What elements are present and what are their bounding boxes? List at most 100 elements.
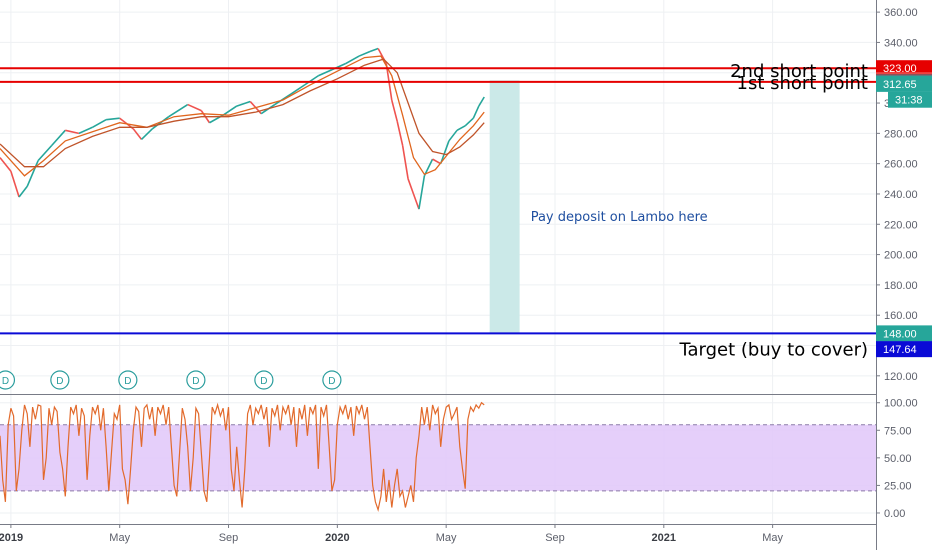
price-segment xyxy=(92,119,107,128)
oscillator-band xyxy=(0,424,876,492)
price-tick-label: 280.00 xyxy=(884,128,918,140)
price-segment xyxy=(418,175,426,210)
osc-tick-label: 75.00 xyxy=(884,425,912,437)
price-tag-label: 147.64 xyxy=(883,344,917,356)
price-segment xyxy=(222,105,238,116)
time-tick-label: May xyxy=(436,532,457,544)
price-tag-label: 31:38 xyxy=(895,95,923,107)
price-segment xyxy=(472,105,480,119)
label-2nd-short-point: 2nd short point xyxy=(730,61,868,82)
price-segment xyxy=(236,100,251,107)
time-tick-label: May xyxy=(762,532,783,544)
deposit-zone xyxy=(489,80,520,334)
time-axis[interactable]: 2019 May Sep 2020 May Sep 2021 May xyxy=(0,524,784,544)
price-segment xyxy=(439,140,450,164)
price-segment xyxy=(464,117,474,127)
price-segment xyxy=(168,103,189,118)
price-tick-label: 180.00 xyxy=(884,280,918,292)
price-segment xyxy=(412,193,420,210)
price-tick-label: 340.00 xyxy=(884,37,918,49)
price-tick-label: 260.00 xyxy=(884,159,918,171)
price-tag xyxy=(876,60,932,77)
dividend-marker-label: D xyxy=(2,376,9,387)
label-target: Target (buy to cover) xyxy=(679,339,869,360)
osc-tick-label: 100.00 xyxy=(884,398,918,410)
price-tick-label: 240.00 xyxy=(884,189,918,201)
price-segment xyxy=(132,128,143,140)
price-segment xyxy=(65,129,80,135)
price-segment xyxy=(151,116,170,130)
time-tick-label: Sep xyxy=(219,532,239,544)
price-segment xyxy=(37,144,53,162)
price-segment xyxy=(396,121,404,146)
time-tick-label: Sep xyxy=(545,532,565,544)
price-tick-label: 160.00 xyxy=(884,310,918,322)
price-tag xyxy=(876,75,932,92)
price-tag-label: 323.00 xyxy=(883,63,917,75)
price-segment xyxy=(456,125,466,132)
price-segment xyxy=(423,158,434,177)
price-tick-label: 360.00 xyxy=(884,7,918,19)
price-segment xyxy=(78,126,93,135)
price-segment xyxy=(0,157,12,172)
price-segment xyxy=(106,117,120,121)
price-tag-label: 312.65 xyxy=(883,79,917,91)
dividend-marker-label: D xyxy=(328,376,335,387)
dividend-marker-label: D xyxy=(56,376,63,387)
ma-slow-line xyxy=(0,58,485,168)
price-segment xyxy=(478,96,485,107)
time-tick-label: 2019 xyxy=(0,532,23,544)
time-tick-label: 2020 xyxy=(325,532,349,544)
label-1st-short-point: 1st short point xyxy=(737,73,869,94)
osc-tick-label: 0.00 xyxy=(884,508,905,520)
price-tick-label: 220.00 xyxy=(884,219,918,231)
price-segment xyxy=(51,129,66,147)
price-segment xyxy=(448,129,458,142)
horizontal-lines[interactable] xyxy=(0,67,932,335)
dividend-marker-label: D xyxy=(260,376,267,387)
dividend-marker[interactable] xyxy=(118,370,138,390)
price-tick-label: 200.00 xyxy=(884,250,918,262)
price-series-group xyxy=(0,47,485,210)
price-segment xyxy=(26,160,39,187)
price-segment xyxy=(304,75,319,86)
dividend-marker[interactable] xyxy=(254,370,274,390)
ma-fast-line xyxy=(0,55,485,177)
oscillator-line xyxy=(0,401,485,512)
price-tag xyxy=(876,325,932,342)
price-tag xyxy=(876,341,932,358)
price-segment xyxy=(401,145,409,179)
dividend-marker-label: D xyxy=(124,376,131,387)
price-segment xyxy=(390,99,398,122)
time-tick-label: 2021 xyxy=(652,532,676,544)
price-segment xyxy=(187,103,202,112)
price-segment xyxy=(317,68,333,77)
price-segment xyxy=(407,178,415,195)
price-segment xyxy=(369,47,379,53)
price-segment xyxy=(18,185,28,198)
osc-tick-label: 25.00 xyxy=(884,480,912,492)
price-tag-label: 148.00 xyxy=(883,328,917,340)
dividend-marker[interactable] xyxy=(186,370,206,390)
price-segment xyxy=(358,50,371,57)
price-segment xyxy=(290,84,306,95)
oscillator-band-fill xyxy=(0,424,876,491)
price-segment xyxy=(140,128,153,140)
price-segment xyxy=(345,55,360,65)
price-tags: 323.00315.02314.00313.71312.6531:38148.0… xyxy=(876,60,932,358)
dividend-marker[interactable] xyxy=(50,370,70,390)
annotation-lambo: Pay deposit on Lambo here xyxy=(531,210,708,225)
shaded-zone xyxy=(489,80,520,334)
dividend-marker[interactable] xyxy=(0,370,16,390)
dividend-marker[interactable] xyxy=(322,370,342,390)
dividend-marker-label: D xyxy=(192,376,199,387)
price-segment xyxy=(432,158,442,165)
oscillator-series-group xyxy=(0,401,485,512)
price-tick-label: 120.00 xyxy=(884,371,918,383)
time-tick-label: May xyxy=(109,532,130,544)
price-segment xyxy=(10,170,20,198)
price-tag xyxy=(888,91,932,108)
